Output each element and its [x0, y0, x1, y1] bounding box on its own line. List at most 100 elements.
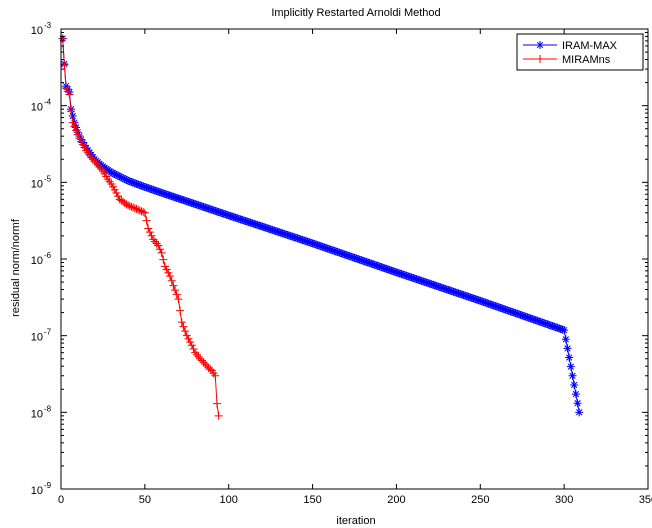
legend-item-miramns: MIRAMns [523, 54, 611, 66]
point-iram-max [308, 239, 317, 248]
point-iram-max [201, 203, 210, 212]
point-iram-max [436, 283, 445, 292]
point-iram-max [124, 176, 133, 185]
point-miramns [73, 130, 82, 139]
point-iram-max [303, 237, 312, 246]
point-iram-max [420, 278, 429, 287]
point-iram-max [330, 246, 339, 255]
point-iram-max [253, 220, 262, 229]
point-iram-max [224, 211, 233, 220]
point-miramns [150, 237, 159, 246]
point-iram-max [264, 224, 273, 233]
point-iram-max [301, 237, 310, 246]
point-iram-max [375, 262, 384, 271]
point-iram-max [202, 204, 211, 213]
point-miramns [201, 360, 210, 369]
point-iram-max [477, 297, 486, 306]
point-iram-max [271, 227, 280, 236]
point-iram-max [117, 173, 126, 182]
series-miramns [58, 34, 223, 420]
point-iram-max [390, 267, 399, 276]
point-iram-max [446, 286, 455, 295]
point-iram-max [449, 287, 458, 296]
point-iram-max [174, 194, 183, 203]
point-iram-max [402, 271, 411, 280]
point-iram-max [568, 371, 577, 380]
point-iram-max [372, 261, 381, 270]
point-iram-max [550, 322, 559, 331]
point-miramns [191, 348, 200, 357]
point-miramns [187, 341, 196, 350]
point-iram-max [333, 248, 342, 257]
point-iram-max [212, 207, 221, 216]
point-iram-max [441, 284, 450, 293]
point-iram-max [442, 285, 451, 294]
point-iram-max [167, 192, 176, 201]
point-iram-max [410, 274, 419, 283]
point-iram-max [503, 306, 512, 315]
point-iram-max [573, 399, 582, 408]
point-iram-max [139, 182, 148, 191]
x-tick-label: 250 [471, 494, 489, 506]
point-iram-max [399, 270, 408, 279]
point-iram-max [432, 281, 441, 290]
point-iram-max [419, 277, 428, 286]
point-iram-max [400, 271, 409, 280]
x-tick-label: 50 [139, 494, 151, 506]
point-iram-max [147, 185, 156, 194]
point-iram-max [508, 307, 517, 316]
point-iram-max [519, 312, 528, 321]
point-miramns [164, 268, 173, 277]
point-iram-max [488, 300, 497, 309]
point-iram-max [276, 228, 285, 237]
point-iram-max [452, 288, 461, 297]
y-tick-label: 10 [31, 332, 43, 344]
point-iram-max [409, 274, 418, 283]
point-miramns [206, 365, 215, 374]
point-iram-max [555, 324, 564, 333]
point-iram-max [290, 233, 299, 242]
point-iram-max [120, 175, 129, 184]
point-miramns [62, 83, 71, 92]
point-iram-max [528, 314, 537, 323]
point-miramns [139, 208, 148, 217]
point-miramns [172, 290, 181, 299]
axes-layer: 05010015020025030035010-910-810-710-610-… [31, 21, 652, 506]
point-iram-max [288, 232, 297, 241]
point-iram-max [360, 257, 369, 266]
point-iram-max [182, 197, 191, 206]
point-iram-max [345, 252, 354, 261]
point-iram-max [150, 186, 159, 195]
point-iram-max [249, 219, 258, 228]
point-iram-max [266, 225, 275, 234]
point-iram-max [135, 181, 144, 190]
point-iram-max [166, 191, 175, 200]
point-miramns [214, 411, 223, 420]
x-tick-label: 200 [387, 494, 405, 506]
point-iram-max [461, 291, 470, 300]
point-iram-max [474, 296, 483, 305]
point-iram-max [523, 313, 532, 322]
point-iram-max [107, 168, 116, 177]
point-iram-max [115, 172, 124, 181]
point-iram-max [211, 206, 220, 215]
point-iram-max [504, 306, 513, 315]
point-iram-max [350, 253, 359, 262]
point-iram-max [154, 187, 163, 196]
point-iram-max [377, 263, 386, 272]
point-iram-max [439, 284, 448, 293]
point-iram-max [560, 326, 569, 335]
point-iram-max [498, 304, 507, 313]
point-iram-max [494, 303, 503, 312]
point-miramns [169, 281, 178, 290]
y-tick-exponent: -4 [44, 98, 52, 107]
point-iram-max [194, 201, 203, 210]
point-iram-max [479, 297, 488, 306]
point-iram-max [384, 265, 393, 274]
point-iram-max [305, 238, 314, 247]
point-iram-max [447, 287, 456, 296]
point-iram-max [321, 243, 330, 252]
point-iram-max [130, 179, 139, 188]
point-iram-max [254, 221, 263, 230]
